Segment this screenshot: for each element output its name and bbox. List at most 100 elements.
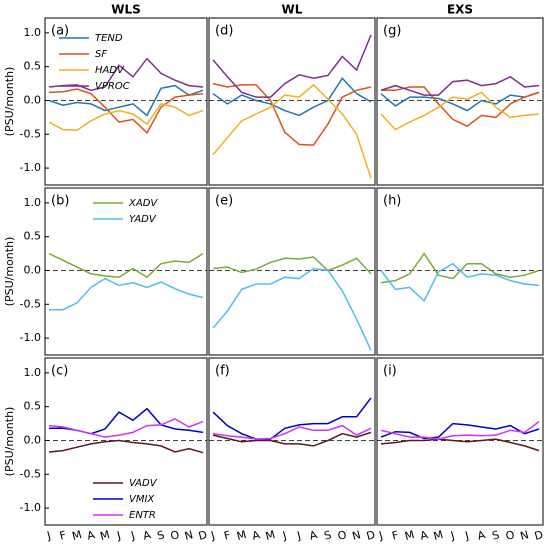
legend-label: SF [95,49,107,60]
x-tick-label: J [463,529,470,543]
x-tick-label: A [86,528,97,543]
series-line [212,83,372,179]
y-tick-label: 0.5 [24,400,42,413]
series-line [380,91,540,112]
y-tick-label: -1.0 [20,161,41,174]
legend-label: YADV [129,214,157,225]
series-line [48,84,204,117]
x-tick-label: M [235,528,248,543]
panel-label: (c) [51,364,68,379]
series-line [212,431,372,447]
panel-frame [208,187,376,356]
y-tick-label: 0.0 [24,93,42,106]
y-tick-label: 0.5 [24,230,42,243]
panel-frame [376,187,544,356]
x-tick-label: O [336,528,348,543]
column-title: WL [282,3,303,17]
y-axis-label: (PSU/month) [3,67,16,137]
y-tick-label: -0.5 [20,297,41,310]
x-tick-label: A [308,528,319,543]
panel-frame [208,357,376,526]
panel-label: (f) [215,364,230,379]
x-tick-label: N [183,528,194,543]
x-tick-label: M [99,528,112,543]
legend-label: VMIX [129,494,155,505]
x-tick-label: A [419,528,430,543]
series-line [48,57,204,92]
x-tick-label: M [71,528,84,543]
legend-label: TEND [95,33,123,44]
x-tick-label: A [142,528,153,543]
panel-label: (e) [215,194,233,209]
x-tick-label: D [197,528,209,543]
series-line [380,252,540,284]
series-line [212,397,372,440]
series-line [380,422,540,440]
x-tick-label: J [280,529,287,543]
legend-label: HADV [95,65,125,76]
panel-label: (i) [383,364,397,379]
panel-frame [208,17,376,186]
panel-frame [44,17,208,186]
y-tick-label: -1.0 [20,501,41,514]
series-line [48,252,204,279]
legend-label: VPROC [95,81,130,92]
x-tick-label: F [58,528,67,542]
panel-label: (d) [215,24,233,39]
panel-label: (h) [383,194,401,209]
panel-frame [44,357,208,526]
x-tick-label: S [323,528,333,542]
x-tick-label: S [491,528,501,542]
panel-label: (b) [51,194,69,209]
series-line [48,418,204,438]
series-line [380,75,540,96]
column-title: WLS [111,3,141,17]
x-tick-label: J [115,529,122,543]
series-line [380,421,540,440]
series-line [212,82,372,146]
legend-label: XADV [128,198,158,209]
series-line [380,91,540,131]
x-tick-label: F [222,528,231,542]
panel-label: (g) [383,24,401,39]
y-tick-label: -1.0 [20,331,41,344]
series-line [212,34,372,98]
x-tick-label: S [156,528,166,542]
y-tick-label: 0.0 [24,263,42,276]
y-axis-label: (PSU/month) [3,407,16,477]
x-tick-label: J [129,529,136,543]
panel-frame [376,17,544,186]
series-line [48,439,204,454]
x-tick-label: N [519,528,530,543]
x-tick-label: A [251,528,262,543]
series-line [380,438,540,452]
x-tick-label: F [390,528,399,542]
series-line [49,277,204,311]
x-tick-label: J [209,529,216,543]
series-line [212,424,372,440]
x-tick-label: J [448,529,455,543]
y-tick-label: 1.0 [24,26,42,39]
legend-label: VADV [129,478,158,489]
y-tick-label: -0.5 [20,467,41,480]
x-tick-label: J [45,529,52,543]
y-tick-label: 0.0 [24,433,42,446]
x-tick-label: J [295,529,302,543]
y-axis-label: (PSU/month) [3,237,16,307]
series-line [48,103,204,131]
x-tick-label: J [377,529,384,543]
x-tick-label: M [403,528,416,543]
x-tick-label: M [264,528,277,543]
y-tick-label: 1.0 [24,366,42,379]
y-tick-label: -0.5 [20,127,41,140]
x-tick-label: D [533,528,545,543]
x-tick-label: N [351,528,362,543]
series-line [48,88,204,135]
x-tick-label: O [504,528,516,543]
panel-frame [44,187,208,356]
panel-frame [376,357,544,526]
y-tick-label: 1.0 [24,196,42,209]
x-tick-label: D [365,528,377,543]
series-line [212,267,372,351]
x-tick-label: A [476,528,487,543]
